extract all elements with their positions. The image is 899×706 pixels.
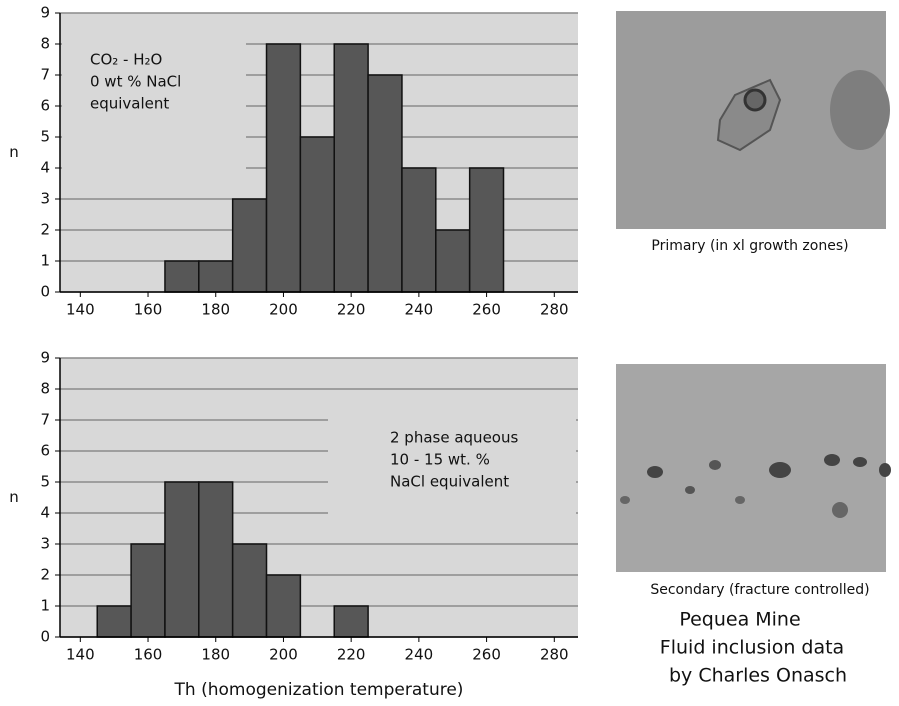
annotation: equivalent xyxy=(90,95,169,113)
bar xyxy=(96,605,132,638)
x-tick-label: 140 xyxy=(66,301,95,319)
x-tick-label: 180 xyxy=(201,646,230,664)
x-tick-label: 280 xyxy=(540,301,569,319)
y-tick-label: 7 xyxy=(40,411,50,429)
y-tick-label: 5 xyxy=(40,128,50,146)
credit-line: Fluid inclusion data xyxy=(660,637,844,659)
y-tick-label: 8 xyxy=(40,380,50,398)
x-tick-label: 180 xyxy=(201,301,230,319)
caption: Primary (in xl growth zones) xyxy=(651,238,848,254)
bar xyxy=(401,167,437,293)
y-tick-label: 4 xyxy=(40,504,50,522)
y-tick-label: 2 xyxy=(40,566,50,584)
annotation: CO₂ - H₂O xyxy=(90,51,162,69)
photo-primary xyxy=(616,11,890,229)
y-tick-label: 6 xyxy=(40,442,50,460)
bar xyxy=(198,481,234,638)
y-tick-label: 7 xyxy=(40,66,50,84)
y-tick-label: 0 xyxy=(40,628,50,646)
y-tick-label: 2 xyxy=(40,221,50,239)
bar xyxy=(299,136,335,293)
y-tick-label: 3 xyxy=(40,535,50,553)
annotation-box xyxy=(328,402,576,530)
x-axis-label: Th (homogenization temperature) xyxy=(174,680,464,700)
caption: Secondary (fracture controlled) xyxy=(650,582,869,598)
bar xyxy=(130,543,166,638)
y-tick-label: 9 xyxy=(40,4,50,22)
x-tick-label: 260 xyxy=(472,646,501,664)
y-tick-label: 6 xyxy=(40,97,50,115)
x-tick-label: 200 xyxy=(269,646,298,664)
x-tick-label: 160 xyxy=(134,301,163,319)
x-tick-label: 280 xyxy=(540,646,569,664)
x-tick-label: 260 xyxy=(472,301,501,319)
bar xyxy=(164,481,200,638)
credit-line: Pequea Mine xyxy=(679,609,800,631)
x-tick-label: 160 xyxy=(134,646,163,664)
y-tick-label: 8 xyxy=(40,35,50,53)
annotation: NaCl equivalent xyxy=(390,473,509,491)
y-tick-label: 0 xyxy=(40,283,50,301)
bar xyxy=(468,167,505,293)
bar xyxy=(231,543,268,638)
x-tick-label: 240 xyxy=(405,301,434,319)
bar xyxy=(198,260,234,293)
annotation: 0 wt % NaCl xyxy=(90,73,181,91)
y-axis-label: n xyxy=(9,488,19,506)
y-tick-label: 5 xyxy=(40,473,50,491)
y-tick-label: 1 xyxy=(40,252,50,270)
bar xyxy=(164,260,200,293)
x-tick-label: 220 xyxy=(337,646,366,664)
bar xyxy=(435,229,471,293)
bar xyxy=(333,43,369,293)
x-tick-label: 140 xyxy=(66,646,95,664)
bar xyxy=(231,198,268,293)
bar xyxy=(367,74,403,293)
y-tick-label: 9 xyxy=(40,349,50,367)
x-tick-label: 220 xyxy=(337,301,366,319)
bar xyxy=(265,574,302,638)
annotation-box xyxy=(62,15,246,183)
y-axis-label: n xyxy=(9,143,19,161)
bar xyxy=(265,43,302,293)
y-tick-label: 1 xyxy=(40,597,50,615)
y-tick-label: 3 xyxy=(40,190,50,208)
credit-line: by Charles Onasch xyxy=(669,665,847,687)
y-tick-label: 4 xyxy=(40,159,50,177)
x-tick-label: 240 xyxy=(405,646,434,664)
annotation: 2 phase aqueous xyxy=(390,429,518,447)
photo-secondary xyxy=(616,364,891,572)
annotation: 10 - 15 wt. % xyxy=(390,451,490,469)
bar xyxy=(333,605,369,638)
x-tick-label: 200 xyxy=(269,301,298,319)
